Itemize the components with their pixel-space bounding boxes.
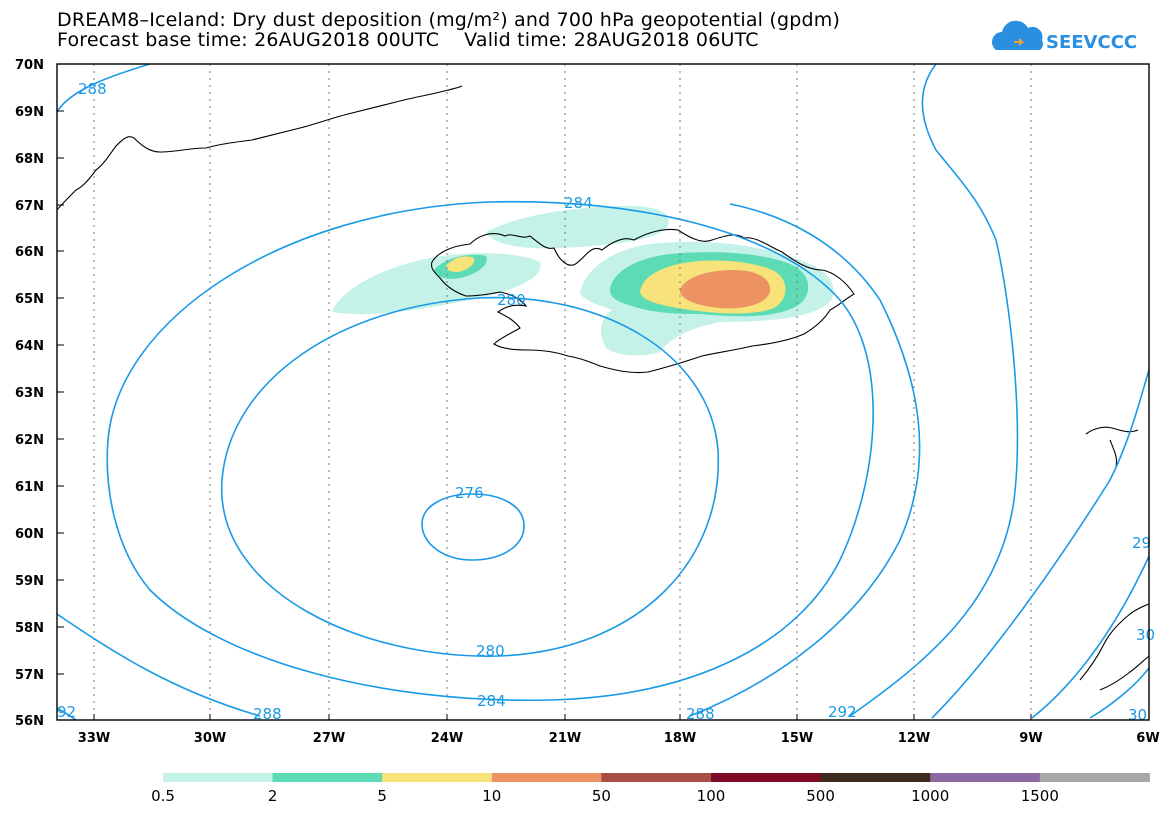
colorbar-swatch xyxy=(930,773,1041,782)
contour-label: 288 xyxy=(686,705,715,723)
contour-288-east xyxy=(689,203,921,717)
contour-304 xyxy=(1089,667,1150,719)
dust-area-yellow-west xyxy=(446,256,475,272)
lat-label: 68N xyxy=(15,152,44,167)
lat-label: 58N xyxy=(15,621,44,636)
colorbar-swatch xyxy=(163,773,274,782)
contour-288-north xyxy=(56,63,151,113)
colorbar-label: 1000 xyxy=(911,787,949,805)
lat-label: 59N xyxy=(15,574,44,589)
contour-label: 280 xyxy=(497,291,526,309)
contour-284 xyxy=(106,200,874,702)
lat-label: 67N xyxy=(15,199,44,214)
lat-label: 61N xyxy=(15,480,44,495)
contour-labels: 288 284 280 276 280 284 288 288 292 92 2… xyxy=(57,80,1155,724)
lon-label: 6W xyxy=(1136,731,1159,746)
lat-label: 57N xyxy=(15,668,44,683)
colorbar-label: 50 xyxy=(592,787,611,805)
contour-label: 29 xyxy=(1132,534,1151,552)
latitude-axis: 70N 69N 68N 67N 66N 65N 64N 63N 62N 61N … xyxy=(15,58,64,729)
contour-label: 284 xyxy=(564,194,593,212)
contour-label: 284 xyxy=(477,692,506,710)
contour-292-southwest xyxy=(56,707,77,721)
colorbar-label: 5 xyxy=(377,787,387,805)
colorbar-label: 2 xyxy=(268,787,278,805)
lat-label: 66N xyxy=(15,245,44,260)
map-background xyxy=(57,64,1149,720)
lat-label: 65N xyxy=(15,292,44,307)
lon-label: 30W xyxy=(194,731,226,746)
contour-label: 288 xyxy=(78,80,107,98)
contour-label: 280 xyxy=(476,642,505,660)
geopotential-contours xyxy=(56,63,1150,721)
lat-label: 56N xyxy=(15,714,44,729)
lat-label: 62N xyxy=(15,433,44,448)
colorbar-swatch xyxy=(820,773,931,782)
colorbar-swatch xyxy=(1039,773,1150,782)
dust-area-orange xyxy=(680,270,771,309)
cloud-icon xyxy=(991,20,1043,50)
contour-label: 276 xyxy=(455,484,484,502)
greenland-coastline xyxy=(56,85,463,211)
contour-label: 92 xyxy=(57,703,76,721)
lon-label: 18W xyxy=(664,731,696,746)
colorbar-label: 1500 xyxy=(1021,787,1059,805)
contour-300 xyxy=(1031,555,1150,719)
lon-label: 15W xyxy=(781,731,813,746)
colorbar-swatch xyxy=(601,773,712,782)
lon-label: 9W xyxy=(1019,731,1042,746)
lat-label: 64N xyxy=(15,339,44,354)
colorbar-label: 500 xyxy=(806,787,835,805)
lat-label: 69N xyxy=(15,105,44,120)
contour-296 xyxy=(931,369,1150,719)
colorbar-label: 10 xyxy=(482,787,501,805)
forecast-times: Forecast base time: 26AUG2018 00UTC Vali… xyxy=(57,29,759,51)
contour-label: 288 xyxy=(253,705,282,723)
contour-label: 30 xyxy=(1128,706,1147,724)
dust-area-light-west xyxy=(332,253,541,315)
contour-292-main xyxy=(849,63,1019,717)
colorbar-label: 100 xyxy=(697,787,726,805)
iceland-coastline xyxy=(430,228,855,374)
graticule xyxy=(93,64,1032,720)
logo-text: SEEVCCC xyxy=(1046,32,1137,53)
lon-label: 21W xyxy=(549,731,581,746)
lat-label: 60N xyxy=(15,527,44,542)
dust-deposition-shading xyxy=(332,206,834,356)
lon-label: 12W xyxy=(898,731,930,746)
colorbar-label: 0.5 xyxy=(151,787,175,805)
lon-label: 24W xyxy=(431,731,463,746)
map-title: DREAM8–Iceland: Dry dust deposition (mg/… xyxy=(57,9,841,31)
seevccc-logo: SEEVCCC xyxy=(991,20,1137,53)
scotland-coastline xyxy=(1079,603,1150,691)
contour-label: 30 xyxy=(1136,626,1155,644)
colorbar-swatch xyxy=(491,773,602,782)
contour-276 xyxy=(421,493,525,561)
lon-label: 27W xyxy=(313,731,345,746)
lat-label: 63N xyxy=(15,386,44,401)
colorbar-swatch xyxy=(711,773,822,782)
colorbar-swatch xyxy=(272,773,383,782)
lat-label: 70N xyxy=(15,58,44,73)
contour-label: 292 xyxy=(828,703,857,721)
colorbar: 0.5 2 5 10 50 100 500 1000 1500 xyxy=(151,773,1150,805)
longitude-axis: 33W 30W 27W 24W 21W 18W 15W 12W 9W 6W xyxy=(78,714,1160,746)
lon-label: 33W xyxy=(78,731,110,746)
colorbar-swatch xyxy=(382,773,493,782)
contour-280 xyxy=(221,296,720,657)
contour-288-west xyxy=(56,613,261,717)
